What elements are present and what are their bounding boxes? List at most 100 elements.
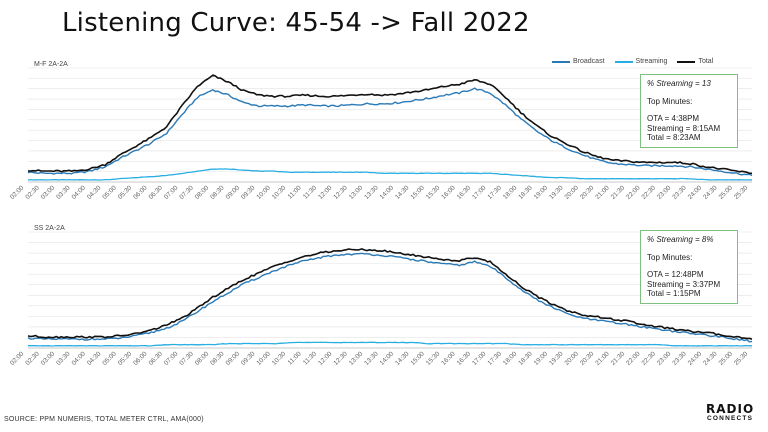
x-tick-label: 19:30: [548, 184, 565, 201]
legend-item-streaming: Streaming: [614, 58, 668, 65]
x-tick-label: 02:00: [9, 184, 26, 201]
legend-label-total: Total: [698, 58, 714, 65]
x-tick-label: 23:00: [656, 350, 673, 367]
legend-item-total: Total: [677, 58, 713, 65]
x-tick-label: 18:30: [517, 350, 534, 367]
weekday-callout: % Streaming = 13 Top Minutes: OTA = 4:38…: [640, 74, 738, 148]
x-tick-label: 11:30: [302, 184, 318, 200]
x-tick-label: 20:00: [564, 350, 581, 367]
legend-label-streaming: Streaming: [635, 58, 668, 65]
series-line-broadcast: [27, 87, 753, 177]
panel-label: M-F 2A-2A: [34, 61, 68, 68]
x-tick-label: 11:00: [287, 184, 303, 200]
x-tick-label: 25:30: [733, 350, 750, 367]
x-tick-label: 15:00: [409, 184, 426, 201]
x-tick-label: 14:00: [379, 350, 396, 367]
x-tick-label: 24:30: [702, 184, 719, 201]
weekday-streaming-pct: % Streaming = 13: [647, 79, 711, 88]
x-tick-label: 22:30: [641, 350, 658, 367]
x-tick-label: 16:00: [440, 184, 457, 201]
x-tick-label: 12:30: [332, 184, 349, 201]
x-tick-label: 09:00: [225, 184, 242, 201]
x-tick-label: 05:30: [117, 184, 134, 201]
weekend-top-total: Total = 1:15PM: [647, 289, 701, 298]
x-tick-label: 20:30: [579, 350, 596, 367]
panel-label: SS 2A-2A: [34, 225, 65, 232]
x-tick-label: 13:00: [348, 184, 365, 201]
x-tick-label: 25:30: [733, 184, 750, 201]
x-tick-label: 06:30: [148, 184, 165, 201]
x-tick-label: 24:00: [687, 184, 704, 201]
x-tick-label: 20:30: [579, 184, 596, 201]
x-tick-label: 04:30: [86, 184, 103, 201]
chart-legend: Broadcast Streaming Total: [552, 58, 713, 65]
x-tick-label: 02:30: [24, 350, 41, 367]
logo-line-2: CONNECTS: [707, 415, 754, 422]
x-tick-label: 07:00: [163, 184, 180, 201]
x-tick-label: 17:30: [486, 184, 503, 201]
x-tick-label: 16:30: [456, 350, 473, 367]
x-tick-label: 23:30: [671, 350, 688, 367]
x-tick-label: 14:30: [394, 184, 411, 201]
x-tick-label: 19:00: [533, 184, 550, 201]
x-tick-label: 10:00: [255, 350, 272, 367]
series-line-total: [27, 248, 753, 340]
x-tick-label: 12:00: [317, 184, 334, 201]
x-tick-label: 04:00: [71, 350, 88, 367]
series-line-streaming: [28, 341, 752, 347]
x-tick-label: 08:00: [194, 184, 211, 201]
x-tick-label: 20:00: [564, 184, 581, 201]
x-tick-label: 06:00: [132, 350, 149, 367]
x-tick-label: 06:30: [148, 350, 165, 367]
x-tick-label: 22:00: [625, 350, 642, 367]
slide-title: Listening Curve: 45-54 -> Fall 2022: [62, 8, 530, 38]
weekday-top-ota: OTA = 4:38PM: [647, 114, 700, 123]
x-tick-label: 14:30: [394, 350, 411, 367]
x-tick-label: 12:30: [332, 350, 349, 367]
series-line-total: [27, 74, 752, 175]
x-tick-label: 18:00: [502, 350, 519, 367]
x-tick-label: 04:30: [86, 350, 103, 367]
x-tick-label: 15:00: [409, 350, 426, 367]
x-tick-label: 09:30: [240, 184, 257, 201]
x-tick-label: 24:30: [702, 350, 719, 367]
x-tick-label: 15:30: [425, 184, 442, 201]
x-tick-label: 03:00: [40, 350, 57, 367]
x-tick-label: 10:30: [271, 184, 288, 201]
series-line-streaming: [27, 168, 753, 181]
x-tick-label: 11:00: [287, 350, 303, 366]
x-tick-label: 02:30: [24, 184, 41, 201]
x-tick-label: 05:00: [101, 184, 118, 201]
x-tick-label: 13:30: [363, 350, 380, 367]
x-tick-label: 10:30: [271, 350, 288, 367]
x-tick-label: 06:00: [132, 184, 149, 201]
weekday-top-minutes-header: Top Minutes:: [647, 96, 693, 106]
x-tick-label: 25:00: [718, 350, 735, 367]
source-note: SOURCE: PPM NUMERIS, TOTAL METER CTRL, A…: [4, 416, 204, 423]
logo-line-1: RADIO: [706, 402, 755, 416]
x-tick-label: 13:00: [348, 350, 365, 367]
x-tick-label: 15:30: [425, 350, 442, 367]
weekday-top-total: Total = 8:23AM: [647, 133, 701, 142]
weekend-callout: % Streaming = 8% Top Minutes: OTA = 12:4…: [640, 230, 738, 304]
x-tick-label: 21:30: [610, 350, 627, 367]
weekend-streaming-pct: % Streaming = 8%: [647, 235, 714, 244]
x-tick-label: 19:30: [548, 350, 565, 367]
x-tick-label: 03:30: [55, 184, 72, 201]
weekday-top-streaming: Streaming = 8:15AM: [647, 123, 721, 133]
x-tick-label: 12:00: [317, 350, 334, 367]
x-tick-label: 04:00: [71, 184, 88, 201]
x-tick-label: 13:30: [363, 184, 380, 201]
x-tick-label: 05:30: [117, 350, 134, 367]
x-tick-label: 21:00: [594, 184, 611, 201]
x-tick-label: 18:30: [517, 184, 534, 201]
x-tick-label: 02:00: [9, 350, 26, 367]
x-tick-label: 23:30: [671, 184, 688, 201]
x-tick-label: 09:30: [240, 350, 257, 367]
x-tick-label: 25:00: [718, 184, 735, 201]
x-tick-label: 21:30: [610, 184, 627, 201]
x-tick-label: 03:30: [55, 350, 72, 367]
x-tick-label: 21:00: [594, 350, 611, 367]
x-tick-label: 22:30: [641, 184, 658, 201]
